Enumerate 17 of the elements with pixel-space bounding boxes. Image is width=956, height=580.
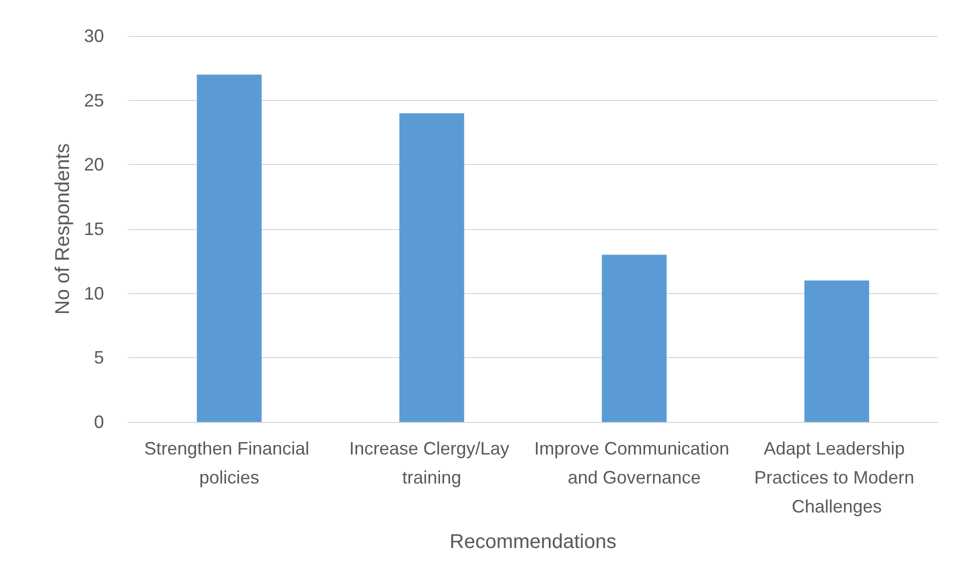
x-tick-label: Increase Clergy/Lay training bbox=[349, 438, 514, 488]
y-tick-label: 30 bbox=[84, 26, 104, 46]
bar bbox=[399, 113, 464, 422]
y-tick-label: 20 bbox=[84, 154, 104, 175]
bar bbox=[804, 280, 870, 422]
y-tick-label: 25 bbox=[84, 90, 104, 110]
bar bbox=[196, 74, 262, 422]
x-tick-label: Strengthen Financial policies bbox=[144, 438, 314, 488]
y-axis-title: No of Respondents bbox=[52, 143, 74, 315]
x-tick-label: Adapt Leadership Practices to Modern Challenges bbox=[754, 438, 920, 516]
y-tick-label: 15 bbox=[84, 219, 104, 239]
x-tick-label: Improve Communication and Governance bbox=[534, 438, 734, 488]
y-tick-label: 0 bbox=[94, 412, 104, 432]
x-axis-title: Recommendations bbox=[450, 531, 616, 553]
y-tick-label: 10 bbox=[84, 283, 104, 304]
bar bbox=[602, 254, 667, 422]
y-tick-label: 5 bbox=[94, 348, 104, 368]
